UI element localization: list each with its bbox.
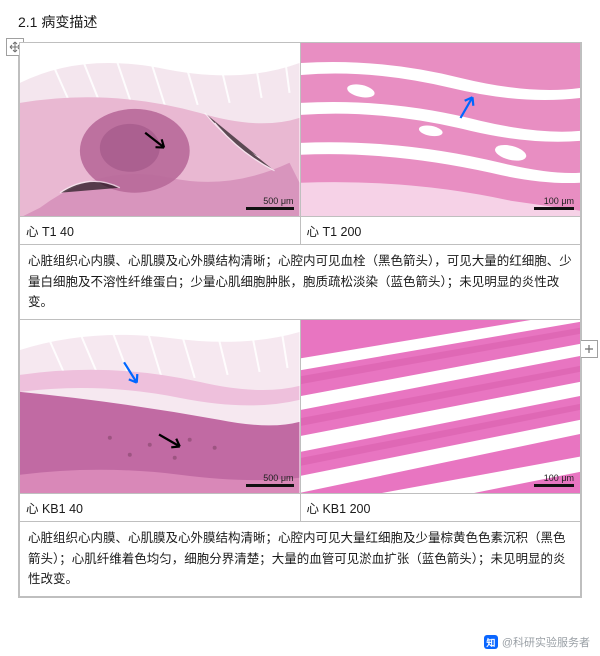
- image-caption: 心 T1 200: [300, 216, 582, 245]
- panel2-image-right: 100 μm: [300, 319, 582, 494]
- image-caption: 心 T1 40: [19, 216, 301, 245]
- panel2-caption-row: 心 KB1 40 心 KB1 200: [19, 494, 581, 522]
- scalebar: 100 μm: [534, 473, 574, 487]
- scalebar: 100 μm: [534, 196, 574, 210]
- panel2-image-row: 500 μm 100 μ: [19, 320, 581, 494]
- zhihu-logo-icon: 知: [484, 635, 498, 649]
- panel1-caption-row: 心 T1 40 心 T1 200: [19, 217, 581, 245]
- scalebar-label: 500 μm: [263, 196, 293, 206]
- scalebar: 500 μm: [246, 196, 294, 210]
- panel2-image-left: 500 μm: [19, 319, 301, 494]
- section-title: 2.1 病变描述: [18, 12, 582, 32]
- watermark-text: @科研实验服务者: [502, 634, 590, 650]
- image-caption: 心 KB1 40: [19, 493, 301, 522]
- scalebar-label: 100 μm: [544, 196, 574, 206]
- scalebar-label: 100 μm: [544, 473, 574, 483]
- panel2-description: 心脏组织心内膜、心肌膜及心外膜结构清晰；心腔内可见大量红细胞及少量棕黄色色素沉积…: [19, 521, 581, 597]
- image-caption: 心 KB1 200: [300, 493, 582, 522]
- add-handle-icon[interactable]: [580, 340, 598, 358]
- panel1-description: 心脏组织心内膜、心肌膜及心外膜结构清晰；心腔内可见血栓（黑色箭头），可见大量的红…: [19, 244, 581, 320]
- scalebar: 500 μm: [246, 473, 294, 487]
- panel1-image-row: 500 μm 100 μm: [19, 43, 581, 217]
- panel1-image-right: 100 μm: [300, 42, 582, 217]
- figure-table: 500 μm 100 μm: [18, 42, 582, 598]
- watermark: 知 @科研实验服务者: [484, 634, 590, 650]
- panel1-image-left: 500 μm: [19, 42, 301, 217]
- scalebar-label: 500 μm: [263, 473, 293, 483]
